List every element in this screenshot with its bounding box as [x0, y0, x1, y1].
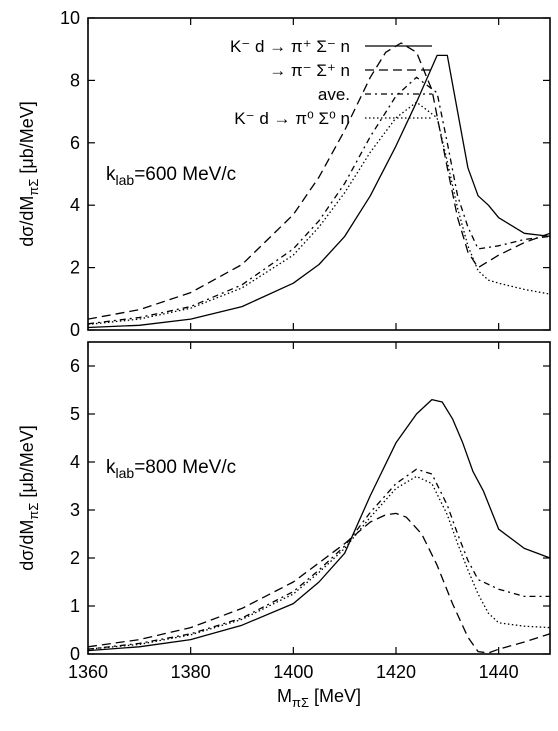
chart-panel-1: 0 2 4 6 8 10 dσ/dMπΣ [μb/MeV] klab=600 MeV/c K⁻ … [17, 8, 551, 340]
y-tick-label: 4 [70, 452, 80, 472]
y-tick-label: 2 [70, 548, 80, 568]
y-tick-label: 5 [70, 404, 80, 424]
k-lab-sub: lab [116, 172, 135, 188]
series-group [88, 398, 550, 654]
k-lab-rest: =600 MeV/c [134, 164, 236, 185]
y-axis-label: dσ/dMπΣ [μb/MeV] [17, 101, 41, 247]
series-line-1 [88, 54, 550, 329]
y-tick-label: 1 [70, 596, 80, 616]
k-lab-annotation: klab=600 MeV/c [106, 164, 236, 188]
legend-label-3: ave. [318, 85, 350, 104]
k-lab-rest: =800 MeV/c [134, 457, 236, 478]
x-tick-label: 1400 [273, 662, 313, 682]
k-lab-main: k [106, 457, 116, 478]
y-tick-label: 2 [70, 258, 80, 278]
k-lab-sub: lab [116, 465, 135, 481]
y-tick-label: 0 [70, 320, 80, 340]
y-tick-label: 10 [60, 8, 80, 28]
series-line-4 [88, 101, 550, 326]
y-tick-label: 6 [70, 356, 80, 376]
y-axis-label-sub: πΣ [26, 179, 41, 196]
x-tick-label: 1360 [68, 662, 108, 682]
series-line-2 [88, 512, 550, 654]
legend: K⁻ d → π⁺ Σ⁻ n → π⁻ Σ⁺ n ave. K⁻ d → π⁰ Σ⁰ … [230, 37, 432, 128]
y-axis-label-main: dσ/dM [17, 196, 37, 247]
legend-label-2: → π⁻ Σ⁺ n [269, 61, 350, 80]
series-line-2 [88, 42, 550, 320]
x-axis-label: MπΣ [MeV] [277, 686, 361, 710]
series-line-4 [88, 475, 550, 650]
y-axis-label-sub: πΣ [26, 503, 41, 520]
series-group [88, 42, 550, 329]
x-tick-label: 1440 [479, 662, 519, 682]
legend-label-4: K⁻ d → π⁰ Σ⁰ n [234, 109, 350, 128]
x-axis-label-main: M [277, 686, 292, 706]
y-tick-label: 4 [70, 195, 80, 215]
y-tick-label: 3 [70, 500, 80, 520]
k-lab-annotation: klab=800 MeV/c [106, 457, 236, 481]
k-lab-main: k [106, 164, 116, 185]
y-tick-label: 8 [70, 70, 80, 90]
legend-label-1: K⁻ d → π⁺ Σ⁻ n [230, 37, 350, 56]
y-tick-label: 0 [70, 644, 80, 664]
plot-frame [87, 341, 551, 655]
x-axis-label-unit: [MeV] [314, 686, 361, 706]
series-line-1 [88, 398, 550, 652]
x-axis-label-sub: πΣ [292, 695, 309, 710]
y-axis-label: dσ/dMπΣ [μb/MeV] [17, 425, 41, 571]
y-axis-label-main: dσ/dM [17, 520, 37, 571]
series-line-3 [88, 468, 550, 650]
x-tick-label: 1420 [376, 662, 416, 682]
y-tick-label: 6 [70, 133, 80, 153]
series-line-3 [88, 76, 550, 325]
y-axis-label-unit: [μb/MeV] [17, 101, 37, 173]
x-tick-label: 1380 [171, 662, 211, 682]
y-axis-label-unit: [μb/MeV] [17, 425, 37, 497]
plot-frame [87, 17, 551, 331]
